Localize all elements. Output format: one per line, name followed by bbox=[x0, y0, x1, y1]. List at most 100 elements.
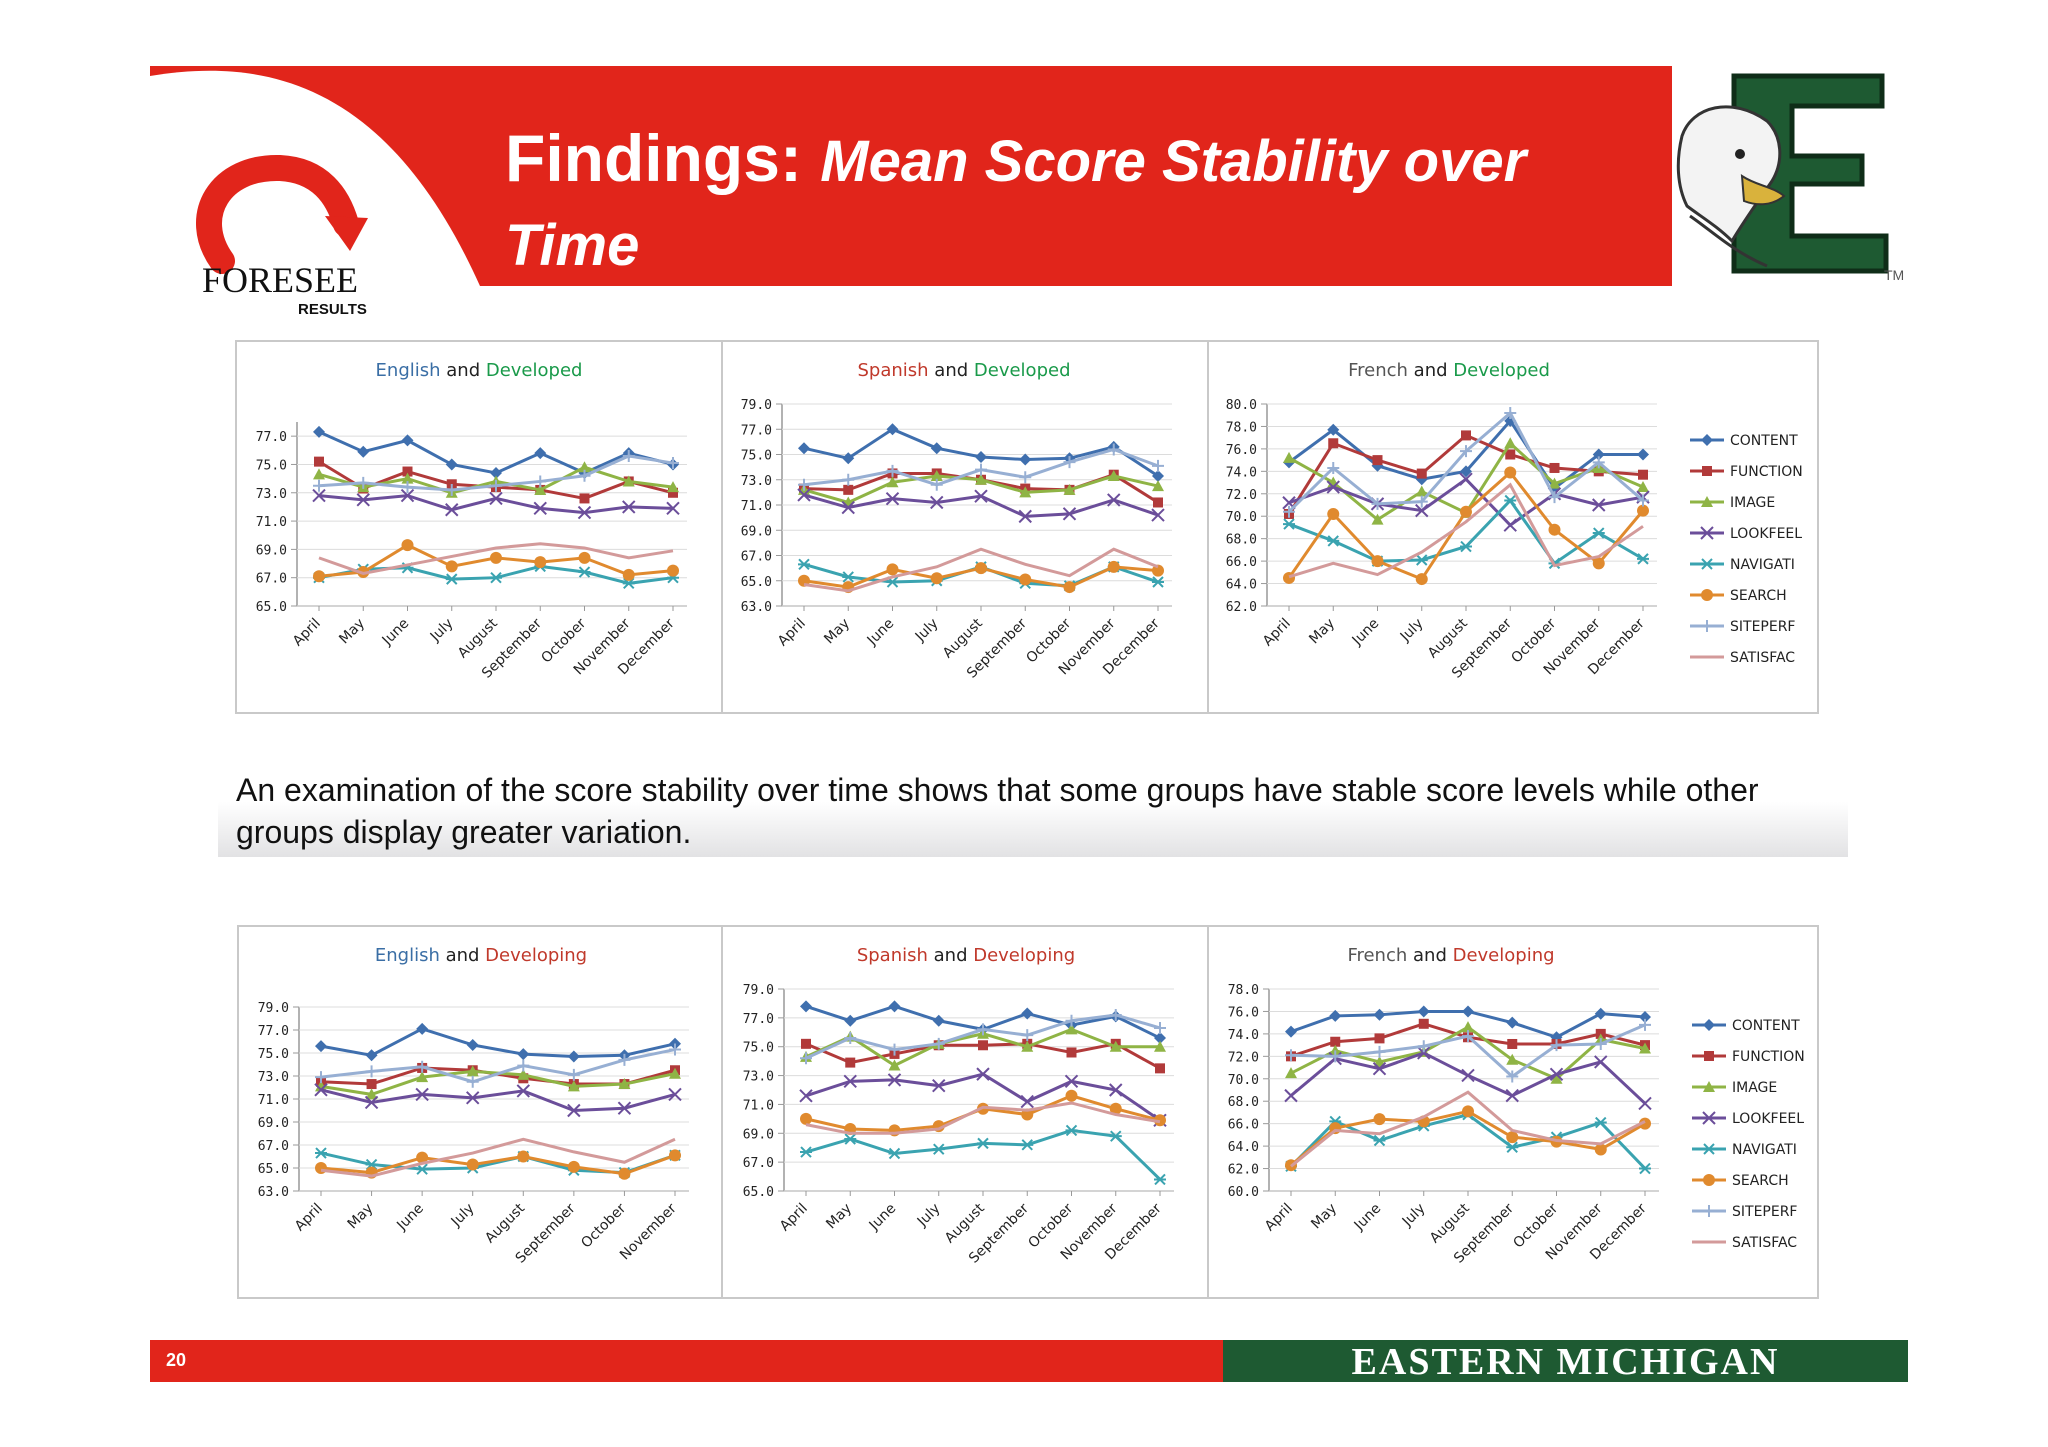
data-point-content bbox=[1594, 1007, 1607, 1020]
data-point-siteperf bbox=[401, 481, 414, 494]
chart-title: French and Developing bbox=[1347, 945, 1554, 966]
data-point-siteperf bbox=[578, 469, 591, 482]
legend-label: CONTENT bbox=[1730, 433, 1798, 449]
data-point-search bbox=[313, 570, 325, 583]
data-point-image bbox=[1329, 1044, 1342, 1056]
chart-title: Spanish and Developing bbox=[857, 945, 1075, 966]
data-point-content bbox=[517, 1048, 530, 1061]
data-point-siteperf bbox=[1548, 491, 1561, 504]
data-point-siteperf bbox=[1506, 1070, 1519, 1083]
data-point-image bbox=[1701, 496, 1713, 507]
chart-title-part: and bbox=[440, 945, 480, 966]
data-point-search bbox=[1701, 589, 1713, 601]
legend-label: SITEPERF bbox=[1730, 619, 1795, 635]
data-point-search bbox=[445, 560, 458, 573]
data-point-image bbox=[886, 476, 899, 488]
chart-title-part: and bbox=[1407, 945, 1447, 966]
data-point-content bbox=[416, 1022, 429, 1035]
legend-label: SEARCH bbox=[1732, 1173, 1789, 1189]
y-tick-label: 60.0 bbox=[1228, 1185, 1259, 1200]
data-point-function bbox=[1418, 1018, 1429, 1029]
y-tick-label: 73.0 bbox=[743, 1070, 774, 1085]
data-point-lookfeel bbox=[364, 1095, 379, 1110]
legend: CONTENT FUNCTION IMAGE LOOKFEEL NAVIGATI SEAR… bbox=[1692, 1018, 1805, 1251]
data-point-lookfeel bbox=[1549, 1067, 1564, 1081]
data-point-lookfeel bbox=[445, 503, 459, 517]
data-point-lookfeel bbox=[932, 1078, 946, 1093]
data-point-siteperf bbox=[1462, 1030, 1474, 1043]
data-point-lookfeel bbox=[533, 501, 547, 516]
title-main: Findings: bbox=[505, 121, 802, 195]
data-point-image bbox=[1550, 1072, 1563, 1084]
data-point-lookfeel bbox=[1109, 1083, 1123, 1097]
data-point-image bbox=[534, 483, 547, 495]
x-tick-label: July bbox=[1397, 616, 1427, 646]
svg-text:FORESEE: FORESEE bbox=[202, 260, 358, 300]
data-point-content bbox=[313, 425, 325, 438]
data-point-function bbox=[1066, 1047, 1077, 1058]
data-point-content bbox=[798, 442, 810, 455]
data-point-image bbox=[1109, 1040, 1122, 1052]
y-tick-label: 62.0 bbox=[1228, 1163, 1259, 1178]
legend-label: NAVIGATI bbox=[1732, 1142, 1797, 1158]
series-line-lookfeel bbox=[320, 1088, 676, 1113]
data-point-search bbox=[667, 564, 679, 577]
x-tick-label: May bbox=[336, 616, 368, 648]
data-point-content bbox=[975, 451, 987, 464]
y-tick-label: 71.0 bbox=[741, 499, 772, 514]
data-point-content bbox=[886, 423, 899, 436]
data-point-image bbox=[1373, 1055, 1386, 1067]
data-point-content bbox=[1550, 1031, 1563, 1044]
data-point-siteperf bbox=[315, 1071, 327, 1084]
series-line-navigati bbox=[805, 1128, 1162, 1181]
charts-svg-developed: English and Developed 77.0 75.0 73.0 71.0 69.… bbox=[256, 360, 1803, 682]
summary-box: An examination of the score stability ov… bbox=[218, 765, 1848, 857]
data-point-siteperf bbox=[1373, 1045, 1386, 1058]
data-point-navigati bbox=[800, 1146, 812, 1158]
data-point-function bbox=[1328, 438, 1339, 449]
data-point-lookfeel bbox=[1592, 498, 1606, 512]
data-point-function bbox=[1638, 469, 1648, 480]
x-tick-label: April bbox=[290, 616, 324, 650]
data-point-siteperf bbox=[975, 463, 987, 476]
data-point-search bbox=[1460, 505, 1472, 518]
data-point-content bbox=[1285, 1025, 1297, 1038]
data-point-lookfeel bbox=[1461, 1068, 1475, 1083]
data-point-siteperf bbox=[1371, 497, 1384, 510]
data-point-lookfeel bbox=[617, 1101, 632, 1115]
page-title: Findings: Mean Score Stability over Time bbox=[505, 118, 1635, 286]
data-point-navigati bbox=[1637, 553, 1649, 565]
y-tick-label: 69.0 bbox=[256, 543, 287, 558]
data-point-siteperf bbox=[842, 473, 855, 486]
data-point-siteperf bbox=[445, 483, 458, 496]
chart-title: Spanish and Developed bbox=[858, 360, 1071, 381]
chart-title-part: and bbox=[1408, 360, 1448, 381]
data-point-image bbox=[1504, 437, 1517, 449]
data-point-image bbox=[466, 1065, 479, 1077]
y-tick-label: 67.0 bbox=[256, 572, 287, 587]
data-point-lookfeel bbox=[887, 1073, 902, 1087]
data-point-lookfeel bbox=[516, 1084, 530, 1098]
data-point-lookfeel bbox=[1284, 1088, 1298, 1103]
data-point-content bbox=[844, 1014, 857, 1027]
data-point-content bbox=[1592, 448, 1605, 461]
y-tick-label: 66.0 bbox=[1228, 1118, 1259, 1133]
legend-label: IMAGE bbox=[1732, 1080, 1777, 1096]
data-point-search bbox=[1021, 1108, 1034, 1121]
chart-title-part: and bbox=[441, 360, 481, 381]
chart-french-and-developing: French and Developing 78.0 76.0 74.0 72.0 70.… bbox=[1228, 945, 1659, 1267]
data-point-function bbox=[314, 456, 324, 467]
data-point-image bbox=[1063, 483, 1076, 495]
data-point-search bbox=[466, 1158, 479, 1171]
data-point-lookfeel bbox=[843, 1074, 857, 1089]
data-point-content bbox=[401, 434, 414, 447]
data-point-image bbox=[517, 1068, 530, 1080]
y-tick-label: 69.0 bbox=[741, 524, 772, 539]
data-point-siteperf bbox=[930, 478, 943, 491]
data-point-search bbox=[534, 556, 547, 569]
data-point-search bbox=[1109, 1102, 1122, 1115]
foresee-logo: FORESEE RESULTS bbox=[150, 66, 480, 326]
data-point-siteperf bbox=[1701, 620, 1713, 632]
data-point-navigati bbox=[1460, 540, 1472, 553]
y-tick-label: 78.0 bbox=[1226, 420, 1257, 435]
